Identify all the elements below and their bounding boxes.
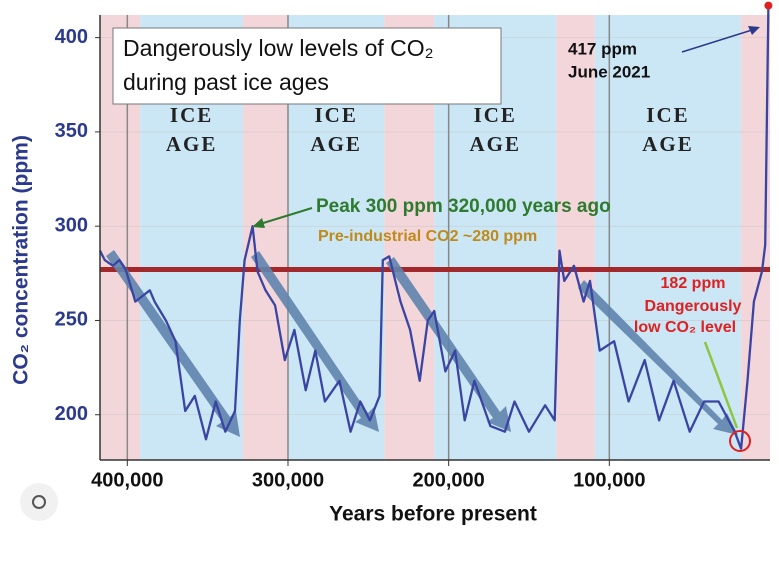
band-label: ICE <box>646 103 689 127</box>
band-label: ICE <box>315 103 358 127</box>
title-box <box>112 27 502 105</box>
latest-point <box>764 1 773 10</box>
arrow-head <box>748 26 760 35</box>
annotation: Pre-industrial CO2 ~280 ppm <box>318 228 537 245</box>
y-tick-label: 400 <box>55 26 88 48</box>
low-marker <box>729 430 751 452</box>
title-line: Dangerously low levels of CO₂ <box>123 35 434 61</box>
trend-arrow <box>251 251 379 432</box>
band <box>594 15 742 460</box>
x-tick-label: 300,000 <box>252 469 324 491</box>
y-axis-label: CO₂ concentration (ppm) <box>10 135 33 385</box>
x-axis-label: Years before present <box>329 503 537 526</box>
y-tick-label: 200 <box>55 403 88 425</box>
band-label: AGE <box>310 132 362 156</box>
x-tick-label: 100,000 <box>573 469 645 491</box>
annotation: Peak 300 ppm 320,000 years ago <box>316 196 611 217</box>
band-label: AGE <box>469 132 521 156</box>
band <box>556 15 595 460</box>
annotation: June 2021 <box>568 62 650 81</box>
annotation: low CO₂ level <box>634 319 736 336</box>
trend-arrow <box>578 280 738 435</box>
x-tick-label: 400,000 <box>91 469 163 491</box>
lens-icon-glyph <box>32 495 46 509</box>
annotation-arrow <box>259 207 313 225</box>
band-label: AGE <box>642 132 694 156</box>
annotation-line <box>703 341 739 429</box>
trend-arrow <box>386 257 511 432</box>
x-tick-label: 200,000 <box>413 469 485 491</box>
y-tick-label: 250 <box>55 309 88 331</box>
trend-arrow <box>106 250 240 437</box>
lines <box>98 1 773 450</box>
arrow-head <box>252 218 265 228</box>
band-label: AGE <box>166 132 218 156</box>
trend-arrows <box>106 250 738 437</box>
annotation: 182 ppm <box>661 275 726 292</box>
y-tick-label: 300 <box>55 214 88 236</box>
title-line: during past ice ages <box>123 69 329 95</box>
annotation: Dangerously <box>645 298 742 315</box>
annotation-arrow <box>681 29 753 53</box>
band-label: ICE <box>474 103 517 127</box>
annotation: 417 ppm <box>568 39 637 58</box>
y-tick-label: 350 <box>55 120 88 142</box>
band-label: ICE <box>170 103 213 127</box>
lens-icon[interactable] <box>20 483 58 521</box>
data-line <box>98 5 770 450</box>
